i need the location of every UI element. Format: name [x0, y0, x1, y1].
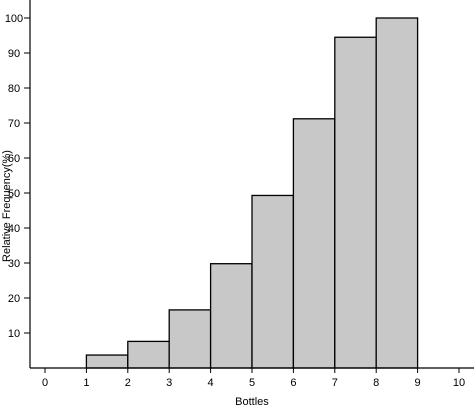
y-tick-label: 40 [8, 223, 20, 235]
y-tick-label: 60 [8, 153, 20, 165]
x-axis-title: Bottles [235, 396, 269, 408]
bar-7-8 [334, 36, 377, 369]
x-tick-label: 5 [249, 377, 255, 389]
y-axis-title: Relative Frequency(%) [1, 150, 13, 262]
y-tick-label: 30 [8, 258, 20, 270]
x-tick-label: 9 [415, 377, 421, 389]
bar-5-6 [251, 194, 295, 369]
x-tick-label: 10 [453, 377, 465, 389]
x-tick-label: 0 [42, 377, 48, 389]
bar-8-9 [375, 17, 419, 369]
x-tick-label: 6 [290, 377, 296, 389]
y-tick-label: 100 [5, 13, 23, 25]
bar-2-3 [127, 340, 170, 369]
y-tick-label: 10 [8, 328, 20, 340]
x-tick-label: 2 [125, 377, 131, 389]
x-axis-ticks: 0 1 2 3 4 5 6 7 8 9 10 [42, 368, 465, 389]
bar-4-5 [209, 263, 253, 369]
bar-1-2 [85, 354, 129, 369]
x-tick-label: 1 [83, 377, 89, 389]
x-tick-label: 3 [166, 377, 172, 389]
x-tick-label: 7 [332, 377, 338, 389]
y-tick-label: 20 [8, 293, 20, 305]
x-tick-label: 8 [373, 377, 379, 389]
y-tick-label: 90 [8, 48, 20, 60]
y-tick-label: 50 [8, 188, 20, 200]
y-axis-ticks: 10 20 30 40 50 60 70 80 90 100 [5, 13, 30, 340]
bars-group [85, 17, 419, 369]
y-tick-label: 70 [8, 118, 20, 130]
bar-6-7 [292, 118, 336, 369]
y-tick-label: 80 [8, 83, 20, 95]
bar-3-4 [168, 309, 212, 369]
x-tick-label: 4 [208, 377, 214, 389]
